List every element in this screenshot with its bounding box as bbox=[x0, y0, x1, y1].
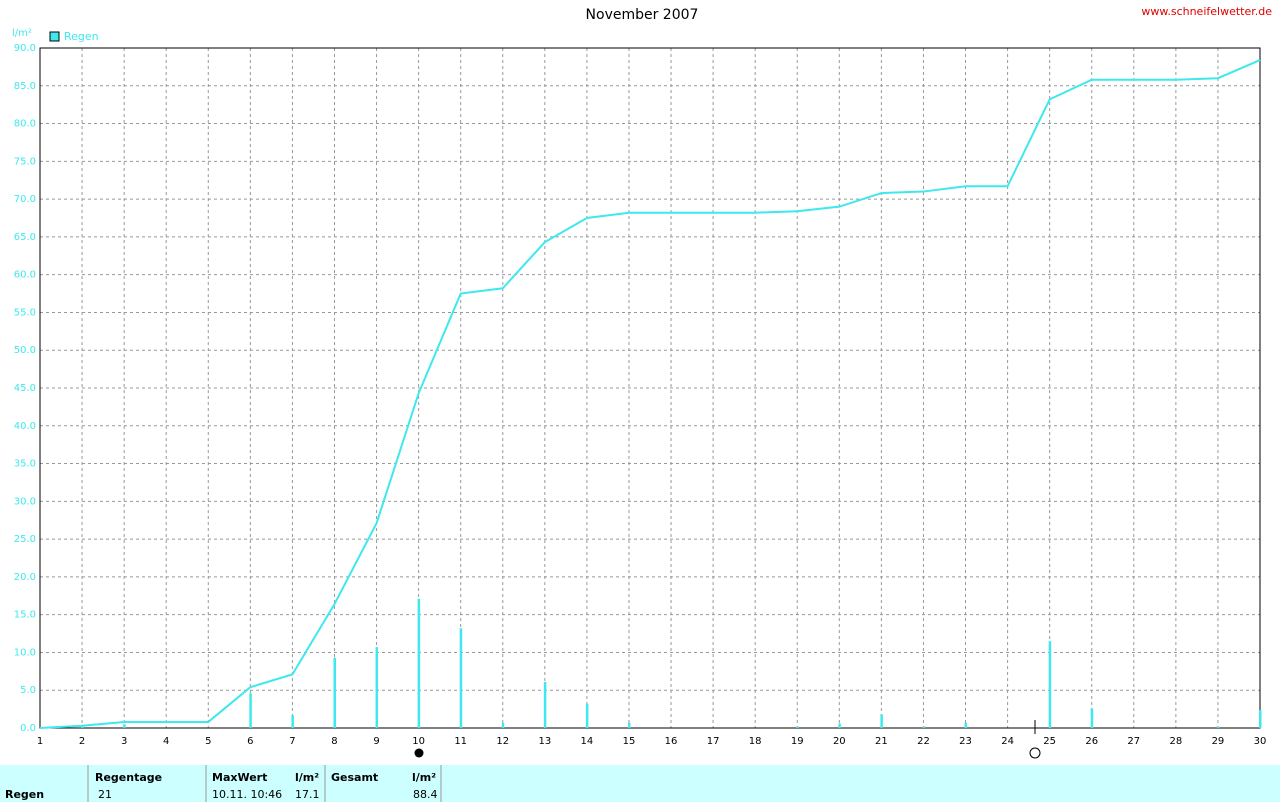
x-tick-label: 24 bbox=[1001, 736, 1014, 747]
y-tick-label: 0.0 bbox=[20, 723, 36, 734]
x-tick-label: 22 bbox=[917, 736, 930, 747]
x-tick-label: 29 bbox=[1212, 736, 1225, 747]
bar bbox=[585, 703, 589, 728]
x-tick-label: 20 bbox=[833, 736, 846, 747]
summary-value: 10.11. 10:46 bbox=[212, 788, 282, 801]
x-tick-label: 17 bbox=[707, 736, 720, 747]
y-tick-label: 90.0 bbox=[14, 43, 36, 54]
x-tick-label: 28 bbox=[1169, 736, 1182, 747]
bar bbox=[796, 726, 799, 728]
x-tick-label: 12 bbox=[496, 736, 509, 747]
x-tick-label: 7 bbox=[289, 736, 295, 747]
y-tick-label: 70.0 bbox=[14, 194, 36, 205]
line bbox=[39, 59, 1261, 729]
summary-header: Gesamt bbox=[331, 771, 378, 784]
y-axis-label: l/m² bbox=[12, 28, 32, 39]
x-tick-label: 16 bbox=[665, 736, 678, 747]
y-tick-label: 65.0 bbox=[14, 232, 36, 243]
y-tick-label: 20.0 bbox=[14, 572, 36, 583]
bar bbox=[123, 724, 126, 728]
x-tick-label: 8 bbox=[331, 736, 337, 747]
summary-row-label: Regen bbox=[5, 788, 44, 801]
y-tick-label: 80.0 bbox=[14, 119, 36, 130]
x-tick-label: 3 bbox=[121, 736, 127, 747]
bar bbox=[543, 681, 547, 728]
bar bbox=[501, 722, 505, 728]
bar bbox=[1259, 709, 1262, 728]
y-tick-label: 35.0 bbox=[14, 459, 36, 470]
x-tick-label: 15 bbox=[623, 736, 636, 747]
x-tick-label: 25 bbox=[1043, 736, 1056, 747]
x-tick-label: 13 bbox=[538, 736, 551, 747]
bar bbox=[964, 722, 968, 728]
bar bbox=[1048, 641, 1052, 728]
y-tick-label: 10.0 bbox=[14, 647, 36, 658]
bar bbox=[417, 598, 421, 728]
x-tick-label: 18 bbox=[749, 736, 762, 747]
bar bbox=[880, 714, 883, 728]
y-tick-label: 45.0 bbox=[14, 383, 36, 394]
plot-frame bbox=[39, 47, 1261, 729]
bar bbox=[375, 647, 379, 728]
bar bbox=[838, 723, 841, 728]
y-tick-label: 5.0 bbox=[20, 685, 36, 696]
bar bbox=[291, 715, 294, 728]
y-tick-label: 40.0 bbox=[14, 421, 36, 432]
x-tick-label: 4 bbox=[163, 736, 169, 747]
bar bbox=[627, 722, 631, 728]
summary-value: 21 bbox=[98, 788, 112, 801]
x-tick-label: 14 bbox=[581, 736, 594, 747]
legend-label: Regen bbox=[64, 30, 99, 43]
y-tick-label: 15.0 bbox=[14, 610, 36, 621]
x-tick-label: 11 bbox=[454, 736, 467, 747]
bar bbox=[1216, 726, 1220, 728]
y-tick-label: 75.0 bbox=[14, 156, 36, 167]
x-tick-label: 27 bbox=[1127, 736, 1140, 747]
summary-header: l/m² bbox=[412, 771, 436, 784]
x-tick-label: 5 bbox=[205, 736, 211, 747]
x-tick-label: 10 bbox=[412, 736, 425, 747]
bar bbox=[81, 725, 84, 728]
summary-separators bbox=[87, 765, 442, 802]
bar bbox=[1090, 708, 1094, 728]
full-moon-icon bbox=[414, 748, 424, 758]
source: www.schneifelwetter.de bbox=[1141, 5, 1272, 18]
chart-title: November 2007 bbox=[586, 7, 699, 23]
summary-value: 88.4 bbox=[413, 788, 438, 801]
summary-value: 17.1 bbox=[295, 788, 320, 801]
summary-header: Regentage bbox=[95, 771, 162, 784]
x-tick-label: 1 bbox=[37, 736, 43, 747]
bar bbox=[333, 657, 336, 728]
x-tick-label: 2 bbox=[79, 736, 85, 747]
y-tick-label: 85.0 bbox=[14, 81, 36, 92]
y-tick-label: 60.0 bbox=[14, 270, 36, 281]
y-tick-label: 25.0 bbox=[14, 534, 36, 545]
x-tick-label: 19 bbox=[791, 736, 804, 747]
x-tick-label: 21 bbox=[875, 736, 888, 747]
bar bbox=[922, 726, 925, 728]
x-tick-label: 23 bbox=[959, 736, 972, 747]
bar bbox=[249, 693, 252, 728]
x-tick-label: 9 bbox=[373, 736, 379, 747]
y-tick-label: 30.0 bbox=[14, 496, 36, 507]
summary-header: MaxWert bbox=[212, 771, 267, 784]
bar bbox=[459, 628, 463, 728]
legend-swatch bbox=[49, 31, 60, 42]
x-tick-label: 26 bbox=[1085, 736, 1098, 747]
summary-panel bbox=[0, 765, 1280, 802]
new-moon-icon bbox=[1029, 747, 1041, 759]
x-tick-label: 6 bbox=[247, 736, 253, 747]
y-tick-label: 50.0 bbox=[14, 345, 36, 356]
y-tick-label: 55.0 bbox=[14, 307, 36, 318]
x-tick-label: 30 bbox=[1254, 736, 1267, 747]
summary-header: l/m² bbox=[295, 771, 319, 784]
